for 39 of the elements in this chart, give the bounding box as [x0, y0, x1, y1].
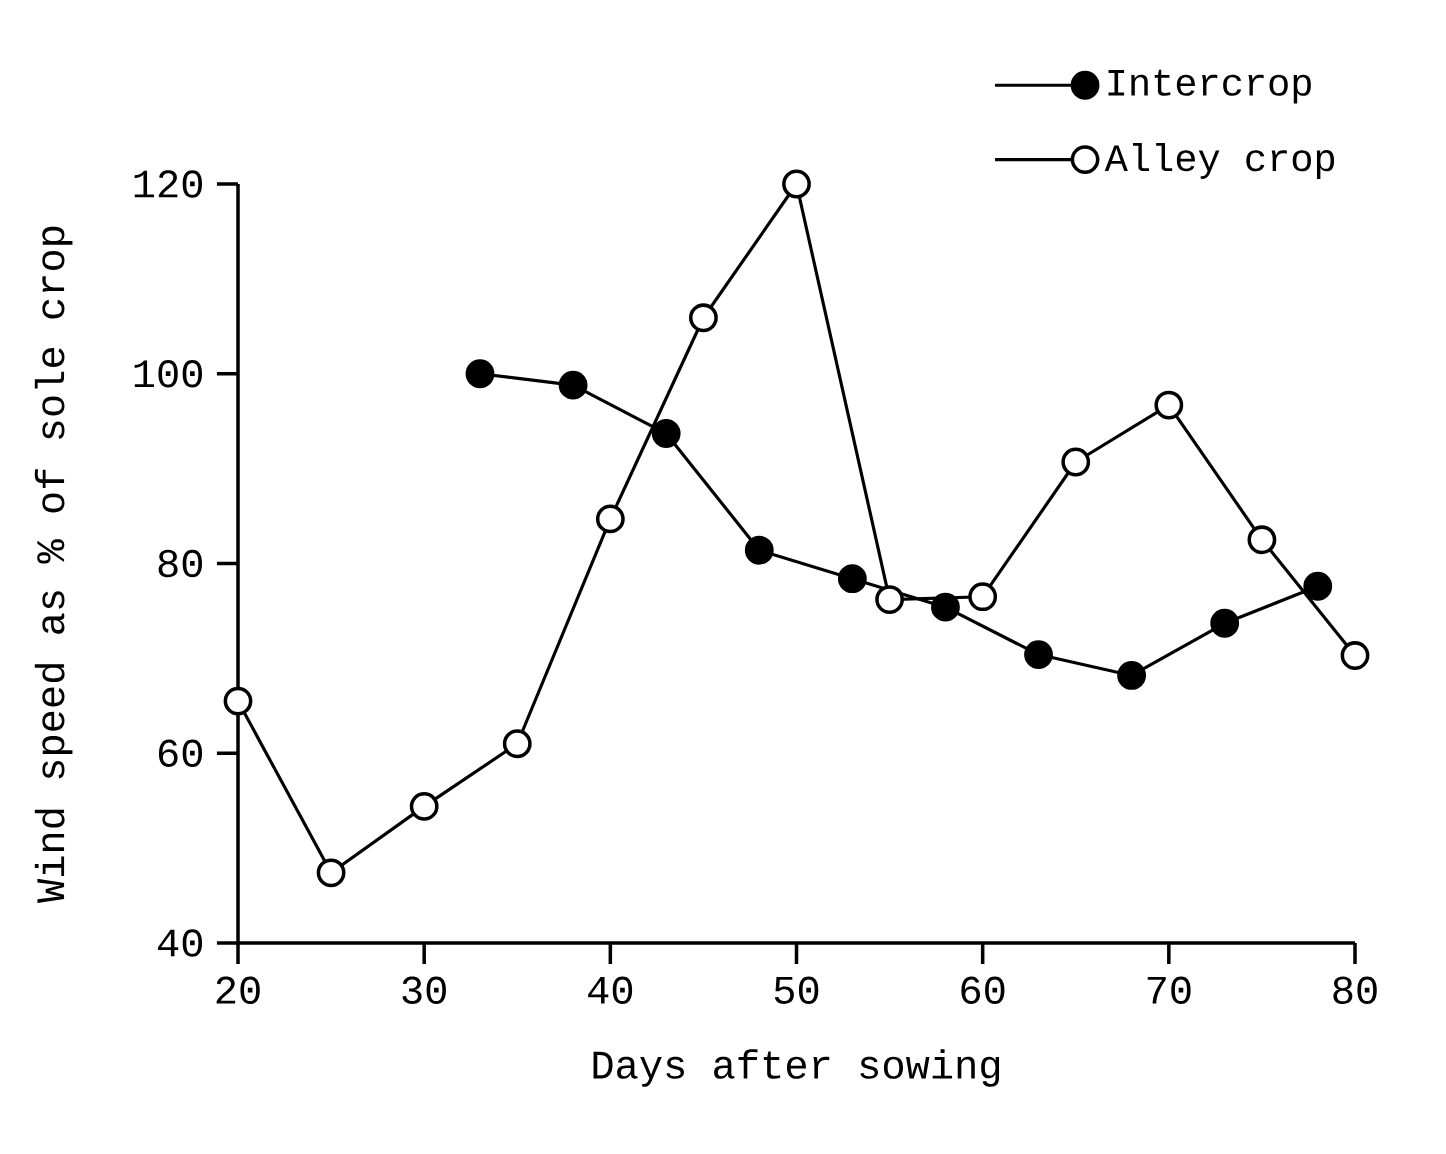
- point: [931, 592, 960, 622]
- x-tick-label: 50: [774, 976, 819, 1004]
- point: [558, 370, 588, 400]
- x-tick-label: 80: [1333, 976, 1377, 1004]
- point: [502, 729, 532, 759]
- x-tick-label: 70: [1147, 976, 1191, 1004]
- point: [689, 303, 718, 333]
- point: [1024, 640, 1053, 669]
- point: [1247, 525, 1277, 555]
- point: [837, 564, 867, 594]
- point: [409, 791, 439, 821]
- y-tick-label: 60: [158, 739, 203, 767]
- point: [595, 504, 625, 534]
- point: [1210, 608, 1240, 638]
- point: [316, 858, 346, 888]
- x-tick-label: 60: [961, 976, 1005, 1004]
- legend-label: Alley crop: [1104, 142, 1335, 179]
- point: [1061, 447, 1091, 477]
- y-tick-label: 80: [158, 549, 203, 578]
- y-tick-label: 120: [134, 170, 203, 198]
- y-tick-label: 100: [134, 360, 203, 388]
- point: [744, 535, 774, 565]
- x-tick-label: 20: [216, 976, 260, 1004]
- x-tick-label: 40: [588, 976, 633, 1004]
- x-tick-label: 30: [402, 976, 446, 1004]
- point: [465, 359, 495, 389]
- y-axis-title: Wind speed as % of sole crop: [34, 226, 73, 904]
- point: [1340, 641, 1370, 670]
- point: [1303, 571, 1333, 601]
- point: [223, 686, 253, 716]
- point: [1154, 390, 1184, 420]
- x-axis-title: Days after sowing: [593, 1049, 1000, 1087]
- point: [1117, 661, 1147, 690]
- point: [875, 585, 904, 614]
- y-tick-label: 40: [158, 929, 203, 957]
- point: [968, 582, 998, 612]
- point: [651, 419, 681, 448]
- point: [782, 169, 811, 199]
- legend-label: Intercrop: [1108, 69, 1311, 104]
